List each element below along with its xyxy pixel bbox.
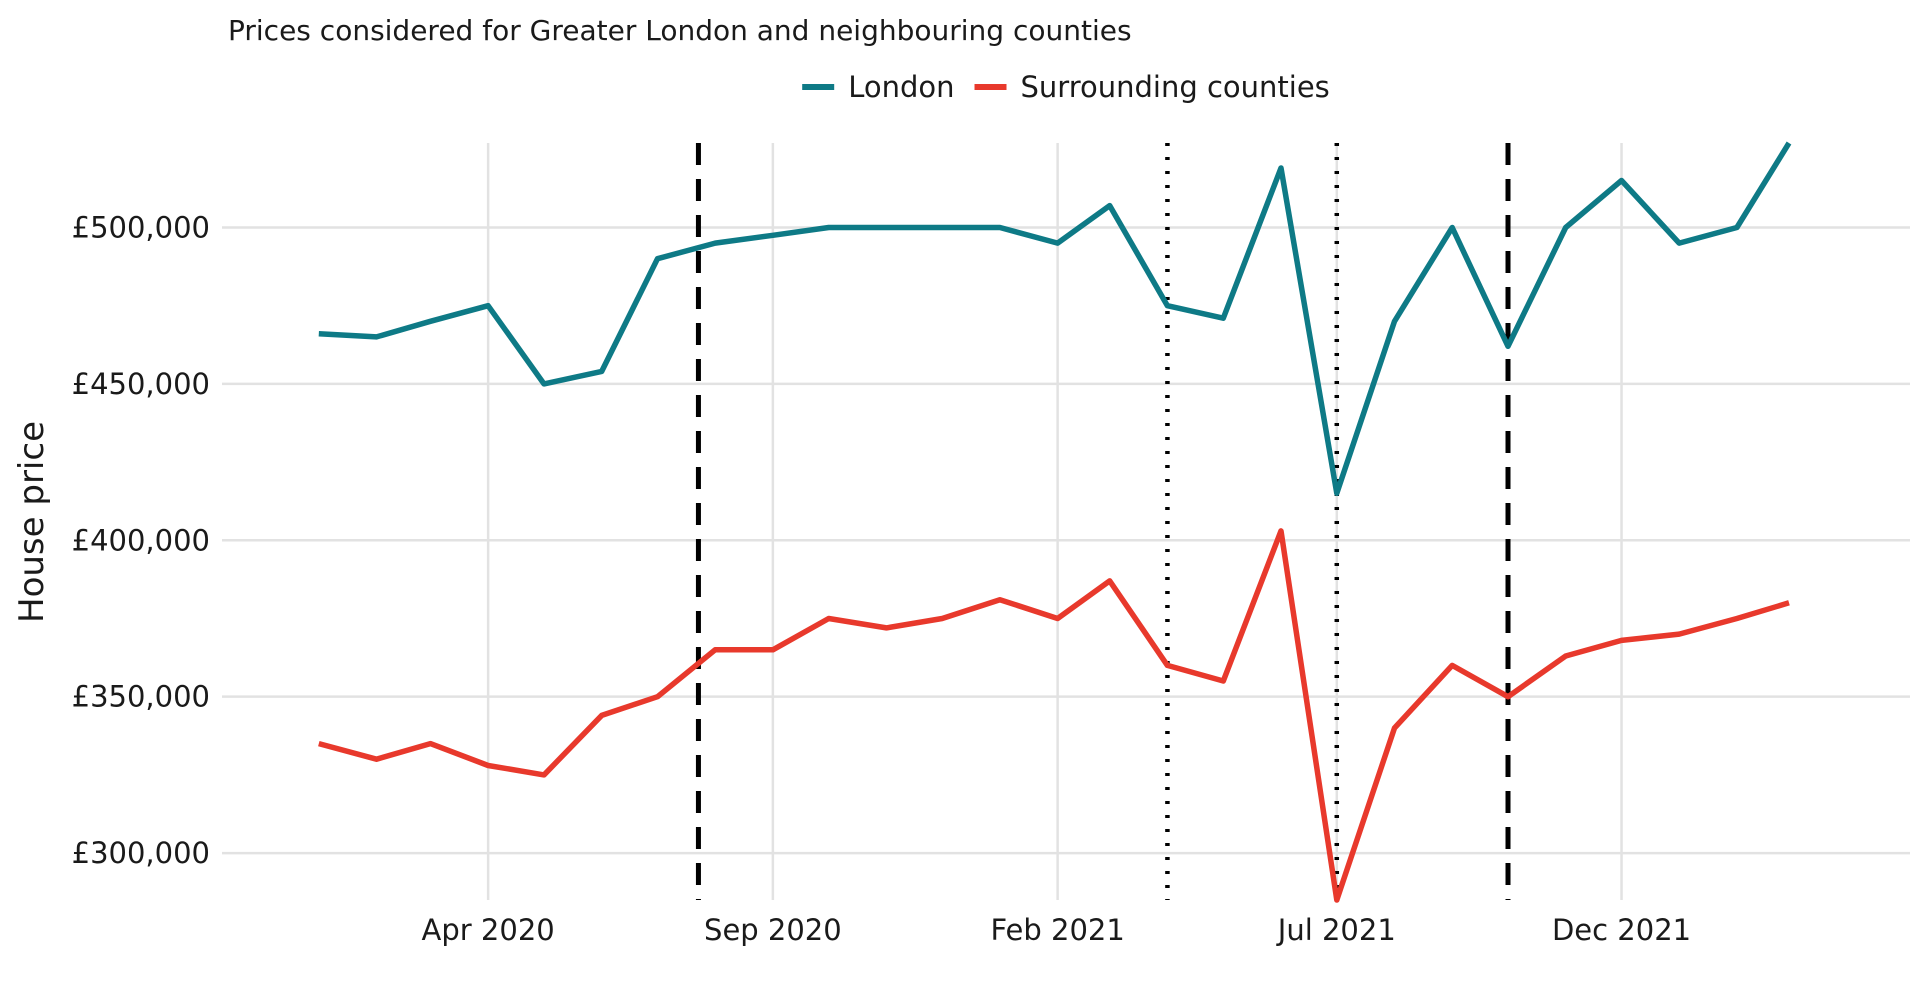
chart-subtitle: Prices considered for Greater London and… bbox=[228, 14, 1132, 47]
x-tick-label: Apr 2020 bbox=[422, 913, 555, 947]
y-tick-label: £300,000 bbox=[72, 836, 210, 870]
y-tick-label: £400,000 bbox=[72, 523, 210, 557]
series-line-london bbox=[318, 141, 1792, 497]
series-line-surrounding-counties bbox=[318, 528, 1790, 903]
y-tick-label: £450,000 bbox=[72, 367, 210, 401]
x-tick-label: Jul 2021 bbox=[1276, 913, 1396, 947]
legend-label: London bbox=[848, 70, 954, 104]
y-tick-label: £350,000 bbox=[72, 680, 210, 714]
legend-item: Surrounding counties bbox=[974, 70, 1330, 104]
x-axis-ticks: Apr 2020 Sep 2020 Feb 2021 Jul 2021 Dec 2021 bbox=[422, 913, 1692, 947]
legend-item: London bbox=[802, 70, 955, 104]
legend: London Surrounding counties bbox=[802, 70, 1330, 104]
y-tick-label: £500,000 bbox=[72, 210, 210, 244]
reference-lines bbox=[695, 143, 1511, 900]
y-axis-title: House price bbox=[12, 421, 52, 623]
legend-label: Surrounding counties bbox=[1021, 70, 1330, 104]
x-tick-label: Sep 2020 bbox=[704, 913, 842, 947]
x-tick-label: Feb 2021 bbox=[990, 913, 1124, 947]
x-tick-label: Dec 2021 bbox=[1552, 913, 1691, 947]
grid bbox=[222, 143, 1910, 900]
y-axis-ticks: £300,000 £350,000 £400,000 £450,000 £500,000 bbox=[72, 210, 210, 870]
series-lines bbox=[318, 141, 1792, 903]
